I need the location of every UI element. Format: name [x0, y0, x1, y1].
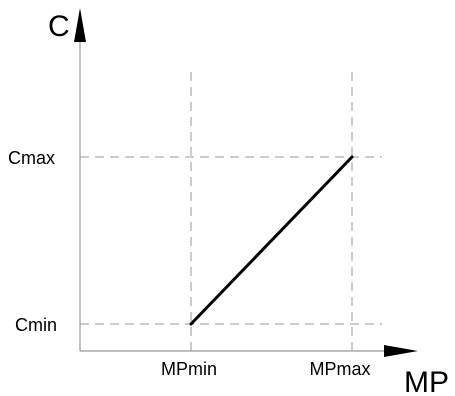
- series-line: [189, 155, 354, 326]
- x-axis-arrow-icon: [384, 345, 418, 357]
- x-tick-label-mpmax: MPmax: [309, 359, 370, 379]
- x-tick-label-mpmin: MPmin: [161, 359, 217, 379]
- y-axis-arrow-icon: [74, 8, 86, 42]
- y-axis-title: C: [48, 10, 70, 43]
- y-tick-label-cmin: Cmin: [15, 315, 57, 335]
- x-axis-title: MP: [404, 366, 449, 396]
- y-tick-label-cmax: Cmax: [8, 148, 55, 168]
